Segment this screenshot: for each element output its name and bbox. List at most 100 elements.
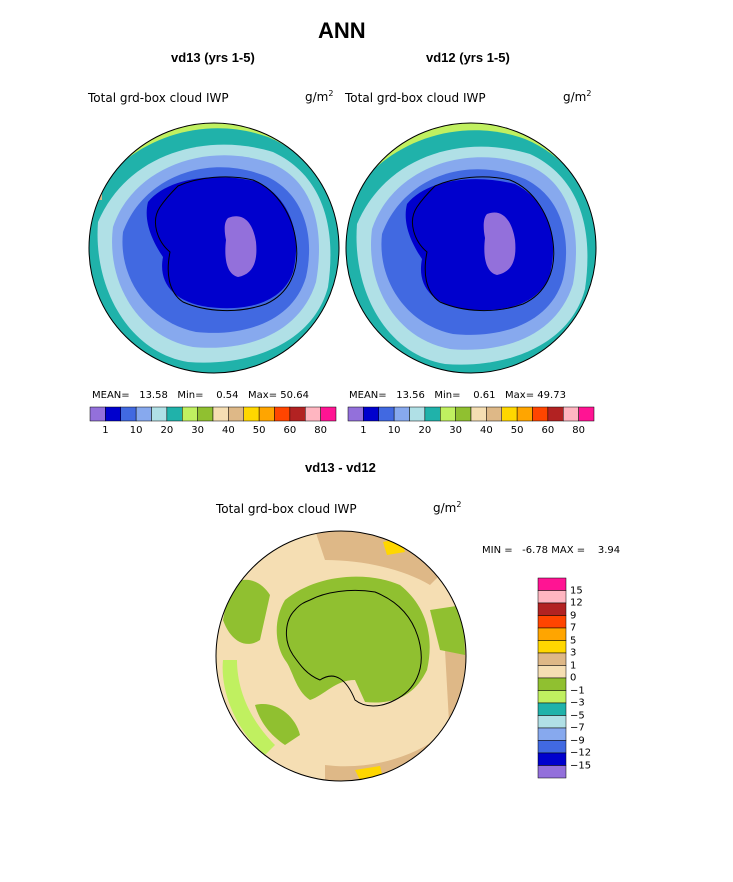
panel3-max-label: MAX = bbox=[551, 545, 586, 556]
panel2-colorbar-swatch bbox=[378, 406, 395, 422]
panel1-colorbar-tick: 50 bbox=[252, 425, 266, 436]
panel3-map-border bbox=[215, 530, 467, 782]
panel3-colorbar-tick: 0 bbox=[570, 672, 577, 684]
panel1-variable-label: Total grd-box cloud IWP bbox=[88, 91, 229, 105]
panel3-colorbar-tick: −7 bbox=[570, 722, 585, 734]
panel3-colorbar-swatch bbox=[537, 665, 567, 679]
panel3-units-base: g/m bbox=[433, 501, 457, 515]
panel2-colorbar-tick: 1 bbox=[360, 425, 367, 436]
panel2-map-border bbox=[345, 122, 597, 374]
panel2-min-label: Min= bbox=[434, 390, 461, 401]
panel2-colorbar-swatch bbox=[547, 406, 564, 422]
panel2-max-label: Max= bbox=[505, 390, 535, 401]
panel2-colorbar-tick: 20 bbox=[418, 425, 432, 436]
panel3-colorbar-swatch bbox=[537, 702, 567, 716]
panel3-colorbar-tick: 9 bbox=[570, 610, 577, 621]
panel1-max-label: Max= bbox=[248, 390, 278, 401]
panel3-colorbar-swatch bbox=[537, 615, 567, 629]
panel2-colorbar-swatch bbox=[440, 406, 456, 422]
panel3-colorbar-swatch bbox=[537, 690, 567, 704]
panel3-variable-label: Total grd-box cloud IWP bbox=[216, 502, 357, 516]
panel2-colorbar-swatch bbox=[393, 406, 410, 422]
panel1-colorbar-swatch bbox=[151, 406, 168, 422]
panel2-colorbar-tick: 80 bbox=[572, 425, 585, 436]
panel2-units-base: g/m bbox=[563, 90, 587, 104]
panel2-coastline bbox=[412, 176, 555, 311]
panel3-colorbar bbox=[537, 577, 567, 779]
panel3-colorbar-tick: −9 bbox=[570, 735, 585, 746]
panel3-green-continent bbox=[276, 576, 430, 703]
panel2-colorbar-swatch bbox=[363, 406, 379, 422]
panel3-colorbar-swatch bbox=[537, 640, 567, 654]
panel3-colorbar-tick: −3 bbox=[570, 697, 585, 709]
panel2-colorbar-swatch bbox=[424, 406, 441, 422]
panel2-colorbar-ticks: 1 10 20 30 40 50 60 80 bbox=[348, 425, 594, 439]
panel2-colorbar-swatch bbox=[532, 406, 549, 422]
panel2-colorbar-swatch bbox=[486, 406, 502, 422]
panel3-green-right bbox=[430, 605, 465, 655]
panel1-map bbox=[88, 122, 340, 374]
panel2-colorbar-swatch bbox=[516, 406, 533, 422]
panel3-colorbar-tick: 15 bbox=[570, 585, 583, 596]
panel1-units-base: g/m bbox=[305, 90, 329, 104]
panel1-colorbar-swatch bbox=[89, 406, 106, 422]
panel1-colorbar-tick: 10 bbox=[129, 425, 143, 436]
panel2-colorbar-swatch bbox=[455, 406, 472, 422]
panel1-colorbar-tick: 20 bbox=[160, 425, 174, 436]
panel1-units-exp: 2 bbox=[328, 89, 334, 98]
panel3-title: vd13 - vd12 bbox=[305, 460, 376, 475]
panel2-units-exp: 2 bbox=[586, 89, 592, 98]
panel3-colorbar-tick: −5 bbox=[570, 710, 585, 721]
panel3-colorbar-tick: 5 bbox=[570, 635, 577, 646]
panel1-colorbar-swatch bbox=[166, 406, 183, 422]
panel1-min-label: Min= bbox=[177, 390, 204, 401]
panel1-colorbar-swatch bbox=[197, 406, 214, 422]
panel3-colorbar-swatch bbox=[537, 652, 567, 666]
panel1-colorbar-tick: 80 bbox=[314, 425, 327, 436]
panel1-colorbar-swatch bbox=[212, 406, 229, 422]
panel3-max-value: 3.94 bbox=[597, 545, 621, 556]
panel3-colorbar-tick: 3 bbox=[570, 647, 577, 659]
panel3-colorbar-swatch bbox=[537, 577, 567, 591]
panel1-colorbar-swatch bbox=[243, 406, 260, 422]
panel2-colorbar-swatch bbox=[501, 406, 518, 422]
panel1-colorbar-swatch bbox=[105, 406, 121, 422]
panel2-colorbar-swatch bbox=[470, 406, 487, 422]
panel3-colorbar-tick: 12 bbox=[570, 597, 583, 609]
panel3-tan-patch-right bbox=[445, 640, 466, 740]
panel3-stats: MIN = -6.78 MAX = 3.94 bbox=[482, 545, 620, 556]
panel1-colorbar-swatch bbox=[274, 406, 291, 422]
panel1-colorbar-ticks: 1 10 20 30 40 50 60 80 bbox=[90, 425, 336, 439]
panel1-coastline bbox=[155, 176, 298, 311]
panel3-tan-patch-top bbox=[315, 531, 445, 585]
panel2-max-value: 49.73 bbox=[537, 390, 566, 401]
panel1-colorbar-tick: 60 bbox=[283, 425, 297, 436]
panel1-units: g/m2 bbox=[305, 89, 333, 104]
panel2-units: g/m2 bbox=[563, 89, 591, 104]
panel2-mean-value: 13.56 bbox=[396, 390, 425, 401]
panel2-antarctica bbox=[405, 179, 554, 311]
panel3-colorbar-swatch bbox=[537, 727, 567, 741]
panel3-colorbar-tick: −15 bbox=[570, 760, 592, 771]
panel3-colorbar-swatch bbox=[537, 752, 567, 766]
page-title: ANN bbox=[318, 18, 366, 43]
panel1-max-value: 50.64 bbox=[280, 390, 309, 401]
panel3-units: g/m2 bbox=[433, 500, 461, 515]
panel1-colorbar-swatch bbox=[228, 406, 244, 422]
panel2-colorbar-tick: 40 bbox=[480, 425, 493, 436]
panel1-map-border bbox=[88, 122, 340, 374]
panel3-colorbar-tick: 1 bbox=[570, 660, 577, 671]
panel3-colorbar-swatch bbox=[537, 590, 567, 604]
panel2-colorbar-tick: 30 bbox=[449, 425, 462, 436]
panel1-colorbar-tick: 30 bbox=[191, 425, 204, 436]
panel2-colorbar-swatch bbox=[563, 406, 579, 422]
panel2-variable-label: Total grd-box cloud IWP bbox=[345, 91, 486, 105]
panel1-colorbar-swatch bbox=[135, 406, 152, 422]
panel1-stats: MEAN= 13.58 Min= 0.54 Max= 50.64 bbox=[92, 390, 340, 401]
panel2-plateau bbox=[483, 212, 516, 275]
panel1-colorbar-swatch bbox=[305, 406, 321, 422]
panel2-colorbar bbox=[347, 406, 595, 422]
panel3-colorbar-swatch bbox=[537, 602, 567, 616]
panel3-colorbar-tick: 7 bbox=[570, 622, 577, 634]
panel1-colorbar-swatch bbox=[258, 406, 275, 422]
